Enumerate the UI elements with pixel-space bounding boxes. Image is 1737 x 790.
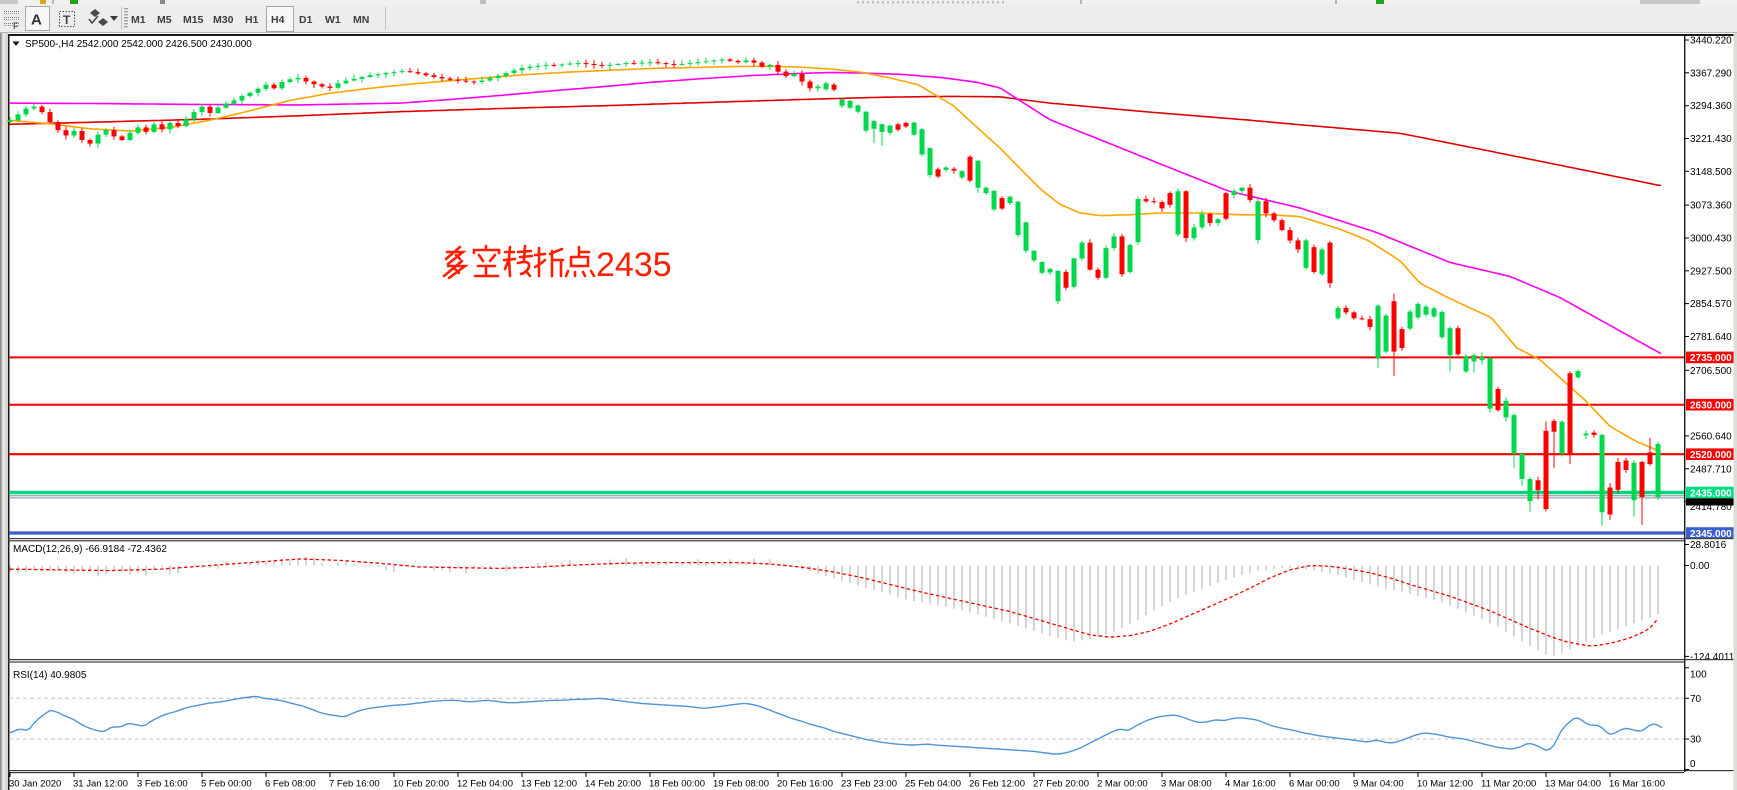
svg-text:0.00: 0.00 [1690, 561, 1710, 572]
svg-text:10 Feb 20:00: 10 Feb 20:00 [393, 779, 449, 790]
svg-text:T: T [63, 13, 71, 27]
svg-text:5 Feb 00:00: 5 Feb 00:00 [201, 779, 252, 790]
svg-text:MN: MN [353, 14, 369, 26]
svg-text:2345.000: 2345.000 [1690, 529, 1732, 540]
svg-text:25 Feb 04:00: 25 Feb 04:00 [905, 779, 961, 790]
svg-text:13 Mar 04:00: 13 Mar 04:00 [1545, 779, 1601, 790]
svg-text:3 Mar 08:00: 3 Mar 08:00 [1161, 779, 1212, 790]
svg-text:H1: H1 [245, 14, 259, 26]
svg-text:14 Feb 20:00: 14 Feb 20:00 [585, 779, 641, 790]
svg-text:2435.000: 2435.000 [1690, 488, 1732, 499]
svg-text:13 Feb 12:00: 13 Feb 12:00 [521, 779, 577, 790]
svg-text:3 Feb 16:00: 3 Feb 16:00 [137, 779, 188, 790]
svg-text:2414.780: 2414.780 [1690, 502, 1732, 513]
svg-text:D1: D1 [299, 14, 313, 26]
svg-text:7 Feb 16:00: 7 Feb 16:00 [329, 779, 380, 790]
svg-text:6 Mar 00:00: 6 Mar 00:00 [1289, 779, 1340, 790]
svg-text:16 Mar 16:00: 16 Mar 16:00 [1609, 779, 1665, 790]
svg-text:M5: M5 [157, 14, 172, 26]
svg-text:3000.430: 3000.430 [1690, 234, 1732, 245]
svg-text:2706.500: 2706.500 [1690, 366, 1732, 377]
svg-text:20 Feb 16:00: 20 Feb 16:00 [777, 779, 833, 790]
svg-text:2435: 2435 [596, 246, 672, 284]
svg-text:A: A [31, 12, 42, 29]
svg-text:2781.640: 2781.640 [1690, 332, 1732, 343]
svg-text:2560.640: 2560.640 [1690, 431, 1732, 442]
svg-text:3367.290: 3367.290 [1690, 68, 1732, 79]
svg-text:4 Mar 16:00: 4 Mar 16:00 [1225, 779, 1276, 790]
svg-text:SP500-,H4 2542.000 2542.000 2: SP500-,H4 2542.000 2542.000 2426.500 243… [25, 39, 252, 50]
svg-text:12 Feb 04:00: 12 Feb 04:00 [457, 779, 513, 790]
svg-text:30: 30 [1690, 735, 1702, 746]
svg-text:23 Feb 23:00: 23 Feb 23:00 [841, 779, 897, 790]
svg-text:2520.000: 2520.000 [1690, 450, 1732, 461]
svg-text:3440.220: 3440.220 [1690, 36, 1732, 47]
svg-text:3148.500: 3148.500 [1690, 167, 1732, 178]
svg-text:10 Mar 12:00: 10 Mar 12:00 [1417, 779, 1473, 790]
svg-text:M1: M1 [131, 14, 146, 26]
svg-text:3221.430: 3221.430 [1690, 134, 1732, 145]
svg-text:-124.4011: -124.4011 [1690, 652, 1735, 663]
svg-text:F: F [13, 21, 19, 31]
svg-text:2487.710: 2487.710 [1690, 464, 1732, 475]
svg-text:3073.360: 3073.360 [1690, 201, 1732, 212]
svg-text:3294.360: 3294.360 [1690, 101, 1732, 112]
svg-text:11 Mar 20:00: 11 Mar 20:00 [1481, 779, 1536, 790]
svg-text:28.8016: 28.8016 [1690, 540, 1727, 551]
svg-text:H4: H4 [271, 14, 285, 26]
svg-text:26 Feb 12:00: 26 Feb 12:00 [969, 779, 1025, 790]
svg-text:2927.500: 2927.500 [1690, 266, 1732, 277]
svg-text:100: 100 [1690, 670, 1707, 681]
svg-text:2 Mar 00:00: 2 Mar 00:00 [1097, 779, 1148, 790]
svg-text:2854.570: 2854.570 [1690, 299, 1732, 310]
svg-text:9 Mar 04:00: 9 Mar 04:00 [1353, 779, 1404, 790]
svg-text:2735.000: 2735.000 [1690, 353, 1732, 364]
svg-text:0: 0 [1690, 759, 1696, 770]
svg-text:MACD(12,26,9) -66.9184 -72.436: MACD(12,26,9) -66.9184 -72.4362 [13, 544, 167, 555]
svg-text:6 Feb 08:00: 6 Feb 08:00 [265, 779, 316, 790]
svg-text:M15: M15 [183, 14, 204, 26]
svg-text:W1: W1 [325, 14, 341, 26]
svg-text:19 Feb 08:00: 19 Feb 08:00 [713, 779, 769, 790]
svg-text:70: 70 [1690, 694, 1702, 705]
svg-text:RSI(14) 40.9805: RSI(14) 40.9805 [13, 670, 87, 681]
svg-text:2630.000: 2630.000 [1690, 401, 1732, 412]
svg-text:30 Jan 2020: 30 Jan 2020 [9, 779, 61, 790]
svg-text:31 Jan 12:00: 31 Jan 12:00 [73, 779, 128, 790]
svg-text:M30: M30 [213, 14, 234, 26]
svg-text:18 Feb 00:00: 18 Feb 00:00 [649, 779, 705, 790]
svg-text:27 Feb 20:00: 27 Feb 20:00 [1033, 779, 1089, 790]
